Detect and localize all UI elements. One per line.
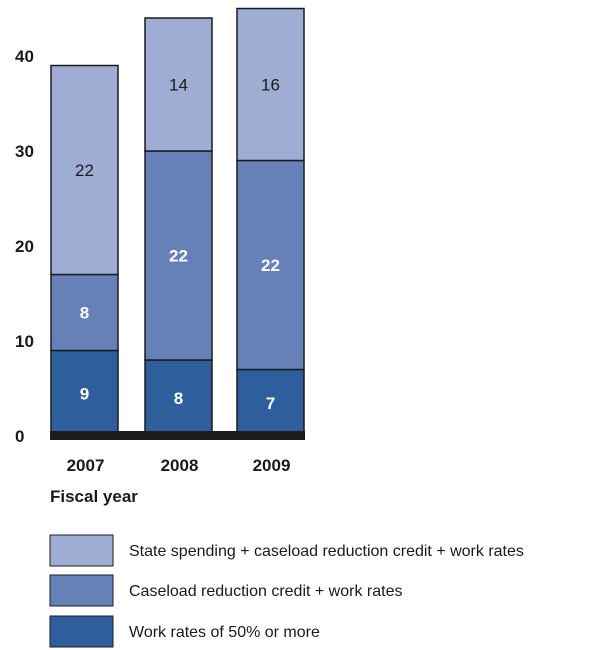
y-tick-label: 0	[15, 427, 24, 446]
bar-segment	[144, 359, 213, 437]
legend-label: State spending + caseload reduction cred…	[129, 543, 524, 560]
bar-segment	[50, 64, 119, 276]
data-label: 22	[75, 161, 94, 180]
bars: 9 8 22 8 22 14 7 22 16	[50, 7, 305, 437]
bar-segment	[236, 159, 305, 371]
x-tick-label: 2008	[161, 456, 199, 475]
bar-segment	[50, 273, 119, 352]
y-tick-label: 10	[15, 332, 34, 351]
bar-segment	[236, 7, 305, 162]
legend-label: Work rates of 50% or more	[129, 624, 320, 641]
data-label: 14	[169, 76, 188, 95]
data-label: 16	[261, 76, 280, 95]
bar-segment	[144, 17, 213, 152]
x-axis-title: Fiscal year	[50, 487, 138, 506]
data-label: 8	[174, 389, 183, 408]
legend-swatch	[49, 534, 114, 567]
legend: State spending + caseload reduction cred…	[49, 534, 524, 648]
legend-label: Caseload reduction credit + work rates	[129, 583, 402, 600]
y-tick-label: 30	[15, 142, 34, 161]
data-label: 8	[80, 304, 89, 323]
data-label: 9	[80, 384, 89, 403]
bar-segment	[50, 349, 119, 437]
y-tick-label: 20	[15, 237, 34, 256]
legend-swatch	[49, 615, 114, 648]
data-label: 7	[266, 394, 275, 413]
bar-segment	[144, 150, 213, 361]
legend-swatch	[49, 574, 114, 607]
y-tick-label: 40	[15, 47, 34, 66]
data-label: 22	[261, 256, 280, 275]
x-axis-baseline	[50, 431, 305, 440]
data-label: 22	[169, 247, 188, 266]
x-tick-label: 2009	[253, 456, 291, 475]
y-axis: 0 10 20 30 40	[15, 47, 34, 446]
x-axis: 2007 2008 2009	[67, 456, 291, 475]
x-tick-label: 2007	[67, 456, 105, 475]
